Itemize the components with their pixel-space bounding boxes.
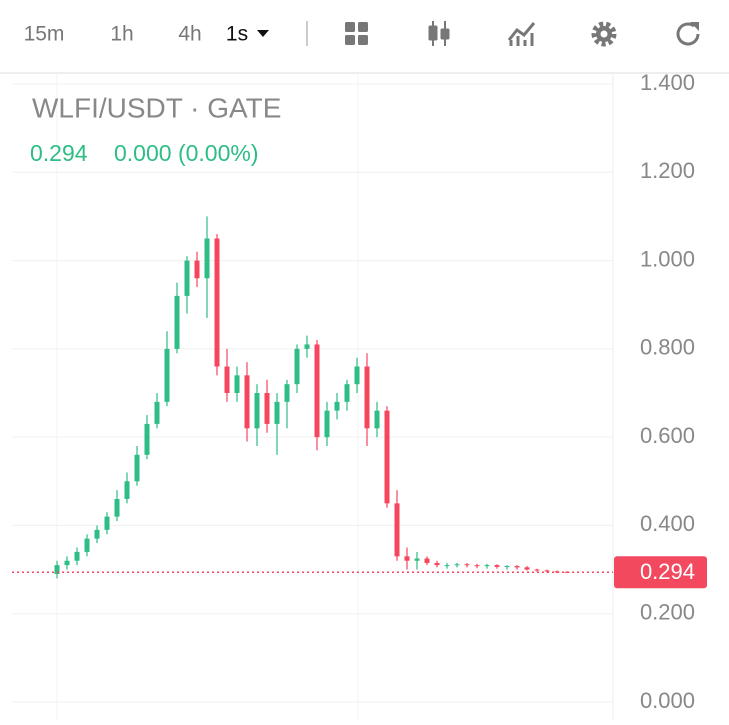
candle-body: [174, 295, 180, 349]
candle-body: [234, 375, 240, 393]
candle-body: [364, 366, 370, 429]
y-tick-label: 0.000: [640, 688, 695, 713]
interval-tab[interactable]: 1h: [110, 23, 133, 46]
refresh-icon[interactable]: [676, 22, 700, 46]
candle-body: [164, 348, 170, 402]
candle-body: [284, 384, 290, 402]
candle-body: [514, 566, 520, 568]
candle-body: [544, 570, 550, 572]
candle-body: [474, 565, 480, 567]
candle-body: [244, 375, 250, 429]
y-tick-label: 0.200: [640, 600, 695, 625]
candle-icon[interactable]: [428, 21, 450, 46]
plot: [12, 83, 613, 703]
candle-body: [94, 529, 100, 539]
candle-body: [334, 401, 340, 411]
candle-body: [324, 410, 330, 438]
price-change: 0.000 (0.00%): [114, 140, 258, 166]
candle-body: [144, 423, 150, 455]
candle-body: [394, 503, 400, 557]
y-tick-label: 0.800: [640, 335, 695, 360]
candle-body: [74, 551, 80, 561]
candle-body: [484, 565, 490, 567]
candle-body: [424, 558, 430, 563]
candle-body: [114, 498, 120, 517]
candle-body: [64, 560, 70, 566]
settings-icon[interactable]: [591, 21, 617, 47]
candle-body: [504, 566, 510, 568]
y-tick-label: 0.600: [640, 423, 695, 448]
y-tick-label: 1.400: [640, 70, 695, 95]
candle-body: [124, 481, 130, 499]
candle-body: [304, 344, 310, 349]
last-price: 0.294: [30, 140, 88, 166]
candle-body: [254, 393, 260, 429]
candle-body: [374, 410, 380, 429]
candle-body: [384, 410, 390, 504]
candle-body: [264, 393, 270, 424]
candle-body: [464, 564, 470, 566]
candle-body: [404, 556, 410, 561]
candle-body: [354, 366, 360, 385]
layout-icon[interactable]: [345, 22, 368, 45]
candle-body: [274, 401, 280, 424]
candle-body: [534, 569, 540, 571]
candle-body: [54, 565, 60, 574]
dropdown-arrow[interactable]: [257, 30, 269, 37]
candle-body: [294, 348, 300, 385]
y-tick-label: 0.400: [640, 511, 695, 536]
candle-body: [344, 384, 350, 402]
last-price-tag: [614, 556, 707, 589]
candle-body: [84, 538, 90, 552]
candle-body: [314, 344, 320, 438]
chart-title: WLFI/USDT · GATE: [32, 92, 281, 123]
y-tick-label: 1.000: [640, 246, 695, 271]
candle-body: [134, 454, 140, 482]
candle-body: [104, 516, 110, 530]
candle-body: [444, 565, 450, 567]
candle-body: [224, 366, 230, 393]
indicator-icon[interactable]: [507, 22, 536, 46]
candle-body: [414, 558, 420, 561]
candle-body: [524, 567, 530, 570]
candle-body: [204, 238, 210, 279]
candle-body: [194, 260, 200, 279]
interval-tab-active[interactable]: 1s: [226, 23, 248, 46]
candle-body: [214, 238, 220, 367]
candle-body: [494, 565, 500, 567]
candle-body: [154, 401, 160, 424]
y-tick-label: 1.200: [640, 158, 695, 183]
interval-tab[interactable]: 15m: [24, 23, 65, 46]
candle-body: [454, 564, 460, 566]
interval-tab[interactable]: 4h: [178, 23, 201, 46]
candle-body: [434, 562, 440, 566]
last-price-tag-label: 0.294: [640, 559, 695, 584]
candle-body: [184, 260, 190, 296]
